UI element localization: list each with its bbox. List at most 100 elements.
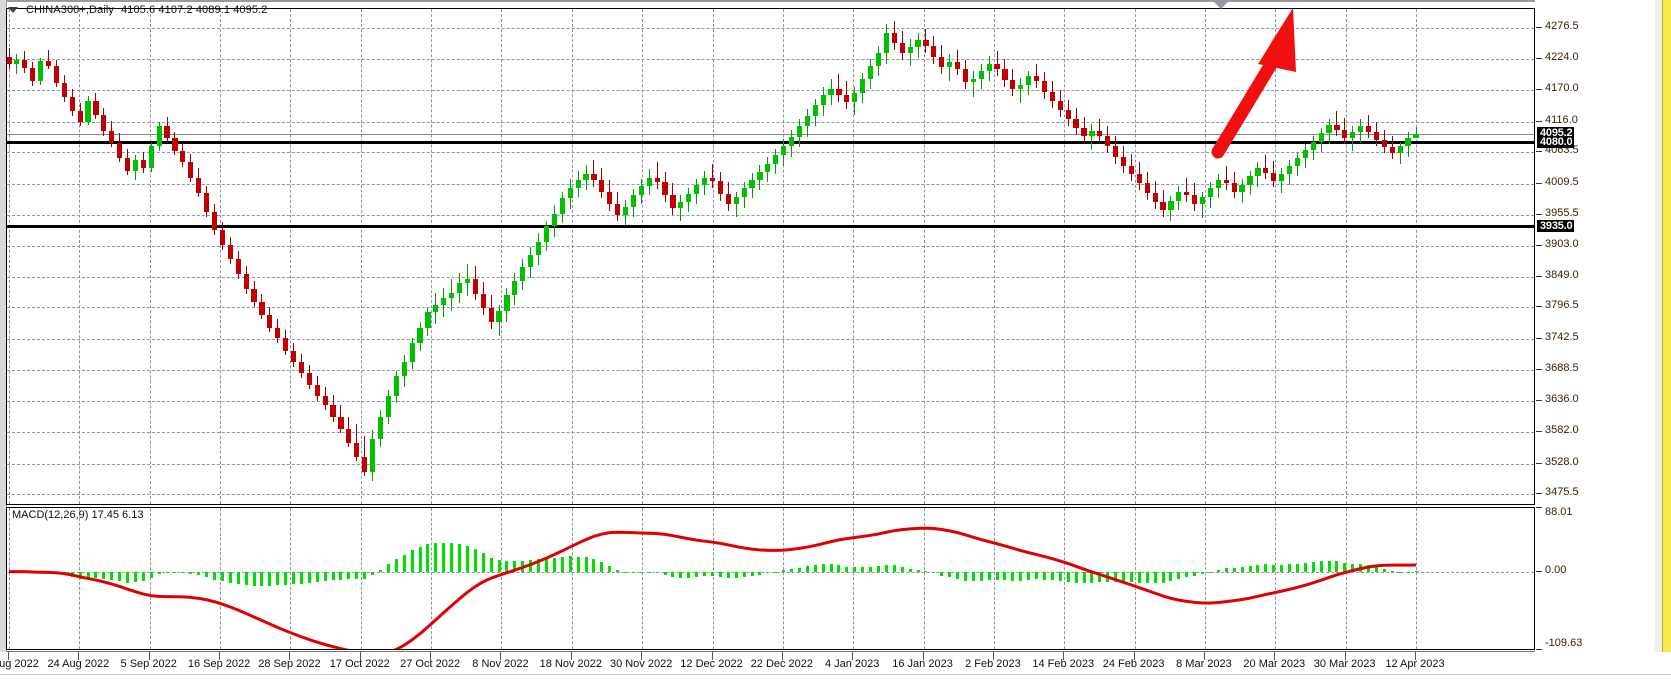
grid-line-vertical — [9, 9, 10, 504]
collapse-caret-icon[interactable] — [8, 7, 18, 13]
candle-body — [1342, 129, 1348, 139]
candle-body — [1018, 84, 1024, 90]
macd-histogram-bar — [465, 545, 469, 572]
candle-body — [69, 97, 75, 112]
macd-histogram-bar — [726, 571, 730, 578]
macd-axis-tick — [1536, 570, 1542, 572]
macd-histogram-bar — [742, 571, 746, 578]
grid-line-vertical — [290, 9, 292, 504]
right-gutter — [1655, 0, 1663, 652]
macd-histogram-bar — [1288, 564, 1292, 572]
candle-body — [701, 177, 708, 185]
candle-body — [322, 396, 328, 406]
horizontal-level-line[interactable] — [7, 225, 1534, 229]
grid-line-vertical — [853, 9, 855, 504]
date-axis-tick — [1415, 652, 1416, 660]
price-axis-label: 4009.5 — [1545, 175, 1579, 188]
price-axis-label: 4170.0 — [1545, 82, 1579, 95]
macd-histogram-bar — [133, 571, 137, 582]
grid-line-horizontal — [7, 215, 1534, 217]
resistance-level-tag[interactable]: 4080.0 — [1537, 135, 1575, 148]
support-level-tag[interactable]: 3935.0 — [1537, 219, 1575, 232]
candle-body — [1199, 197, 1206, 205]
candle-body — [1033, 76, 1040, 82]
candle-body — [773, 155, 779, 164]
candle-body — [172, 138, 178, 151]
candle-body — [480, 293, 486, 308]
candle-body — [559, 198, 565, 214]
macd-histogram-bar — [1074, 571, 1078, 583]
candle-body — [820, 95, 826, 106]
candle-body — [1255, 168, 1261, 177]
candle-body — [1144, 183, 1150, 193]
macd-histogram-bar — [323, 571, 327, 582]
macd-indicator-panel[interactable]: MACD(12,26,9) 17.45 6.13 — [6, 507, 1535, 650]
macd-histogram-bar — [687, 571, 691, 578]
candle-body — [1302, 149, 1308, 158]
candle-body — [535, 241, 542, 256]
price-chart-panel[interactable] — [6, 8, 1535, 505]
macd-histogram-bar — [766, 571, 770, 574]
macd-axis[interactable]: 88.01 0.00 -109.63 — [1536, 507, 1664, 650]
current-price-line[interactable] — [7, 133, 1534, 135]
candle-body — [211, 212, 218, 230]
price-axis-label: 3849.0 — [1545, 268, 1579, 281]
price-plot-area[interactable] — [7, 9, 1534, 504]
macd-plot-area[interactable] — [7, 508, 1534, 649]
price-axis[interactable]: 4276.5 4224.0 4170.0 4116.0 4063.5 4009.5 3955… — [1536, 8, 1664, 505]
macd-histogram-bar — [948, 571, 952, 578]
macd-histogram-bar — [102, 571, 106, 580]
macd-histogram-bar — [86, 571, 90, 578]
candle-body — [1326, 125, 1332, 134]
price-axis-tick — [1536, 399, 1542, 401]
scroll-caret-icon[interactable] — [1214, 2, 1228, 9]
candle-body — [1113, 146, 1119, 157]
macd-histogram-bar — [1295, 563, 1299, 572]
candle-body — [227, 245, 233, 259]
candle-body — [1128, 165, 1135, 175]
candle-body — [1049, 91, 1055, 101]
candle-body — [1073, 119, 1079, 128]
candle-body — [1381, 140, 1387, 148]
macd-histogram-bar — [876, 566, 880, 572]
candle-body — [1389, 147, 1395, 154]
grid-line-vertical — [642, 9, 644, 504]
candle-wick — [1091, 124, 1093, 150]
date-axis-tick — [711, 652, 713, 660]
grid-line-horizontal — [7, 338, 1534, 340]
candle-body — [259, 301, 265, 315]
macd-histogram-bar — [774, 571, 778, 573]
candle-body — [243, 274, 249, 290]
macd-histogram-bar — [473, 548, 477, 572]
horizontal-level-line[interactable] — [7, 141, 1534, 145]
macd-histogram-bar — [268, 571, 272, 586]
candle-body — [1294, 157, 1301, 166]
candle-body — [267, 314, 273, 328]
macd-histogram-bar — [118, 571, 122, 582]
candle-body — [219, 229, 226, 245]
price-axis-label: 3903.0 — [1545, 237, 1579, 250]
macd-histogram-bar — [995, 571, 999, 580]
macd-histogram-bar — [813, 565, 817, 572]
macd-histogram-bar — [220, 571, 224, 582]
macd-histogram-bar — [750, 571, 754, 577]
candle-body — [607, 191, 613, 205]
macd-histogram-bar — [655, 571, 659, 574]
candle-body — [939, 56, 945, 68]
candle-body — [314, 384, 320, 397]
scrollbar-strip[interactable] — [1662, 0, 1671, 652]
candle-body — [1223, 179, 1229, 184]
candle-wick — [1415, 127, 1417, 138]
date-axis[interactable]: 12 Aug 2022 24 Aug 2022 5 Sep 2022 16 Sep 2… — [0, 652, 1535, 680]
macd-histogram-bar — [1248, 565, 1252, 572]
macd-axis-tick — [1536, 507, 1542, 508]
candle-body — [923, 40, 929, 47]
macd-histogram-bar — [537, 559, 541, 572]
grid-line-horizontal — [7, 432, 1534, 434]
price-axis-label: 4063.5 — [1545, 144, 1579, 157]
candle-body — [346, 428, 352, 443]
macd-histogram-bar — [805, 566, 809, 572]
candle-body — [1215, 179, 1221, 189]
grid-line-vertical — [782, 9, 784, 504]
candle-body — [1089, 131, 1095, 136]
